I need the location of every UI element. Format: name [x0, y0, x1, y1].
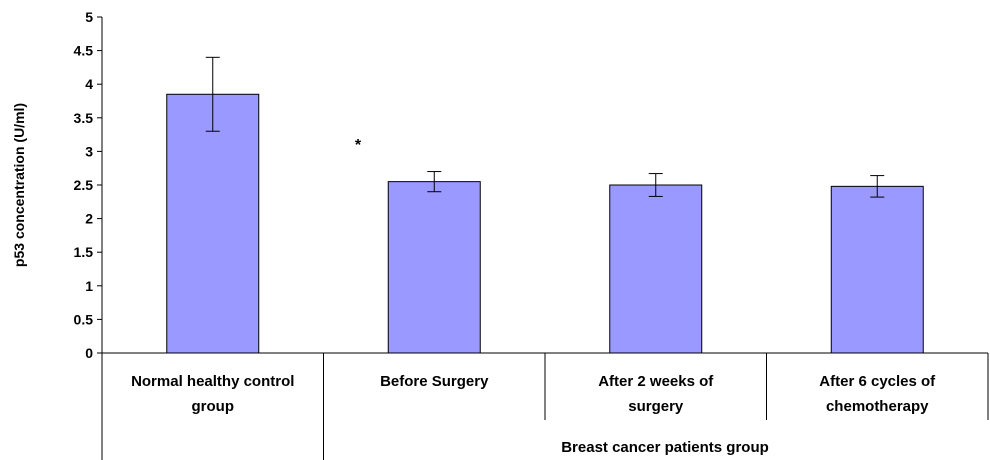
x-category-label: Normal healthy control	[131, 373, 294, 390]
annotation-asterisk: *	[355, 137, 362, 154]
y-axis-label: p53 concentration (U/ml)	[11, 103, 27, 267]
x-category-label: After 2 weeks of	[598, 373, 714, 390]
bar	[830, 185, 924, 354]
y-tick-label: 1	[85, 278, 93, 294]
x-category-label: surgery	[628, 398, 684, 415]
y-tick-label: 3.5	[74, 110, 94, 126]
y-tick-label: 3	[85, 143, 93, 159]
y-tick-label: 2	[85, 211, 93, 227]
bar	[166, 93, 260, 354]
bar	[387, 181, 481, 354]
x-category-label: After 6 cycles of	[819, 373, 936, 390]
y-tick-label: 5	[85, 9, 93, 25]
y-tick-label: 4	[85, 76, 93, 92]
group-label: Breast cancer patients group	[561, 439, 769, 456]
bar	[609, 184, 703, 354]
y-tick-label: 4.5	[74, 43, 94, 59]
y-tick-label: 0	[85, 345, 93, 361]
y-tick-label: 0.5	[74, 311, 94, 327]
x-category-label: chemotherapy	[826, 398, 929, 415]
y-tick-label: 2.5	[74, 177, 94, 193]
x-category-label: Before Surgery	[380, 373, 489, 390]
x-category-label: group	[192, 398, 235, 415]
y-tick-label: 1.5	[74, 244, 94, 260]
